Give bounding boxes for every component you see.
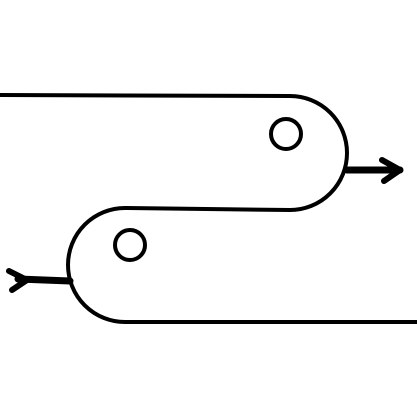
upper-indicator-circle bbox=[269, 117, 303, 151]
upper-capsule-track bbox=[0, 93, 349, 212]
lower-left-arrow bbox=[6, 268, 74, 293]
upper-right-arrow bbox=[343, 157, 404, 184]
lower-capsule-track bbox=[66, 206, 417, 324]
lower-indicator-circle bbox=[113, 228, 147, 262]
